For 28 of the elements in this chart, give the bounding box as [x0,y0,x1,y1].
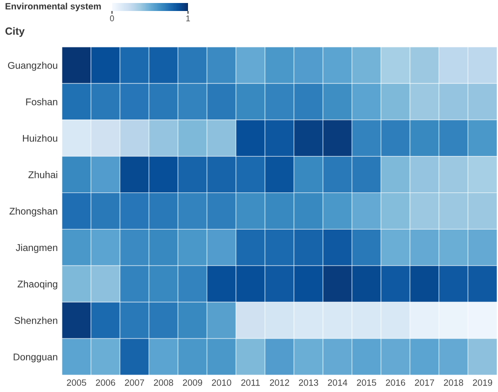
x-tick-label: 2019 [472,379,492,386]
y-tick-label: Jiangmen [16,244,58,253]
x-tick-label: 2009 [182,379,202,386]
y-tick-label: Zhuhai [28,171,58,178]
y-tick-label: Huizhou [22,134,58,142]
x-tick-label: 2011 [241,379,260,386]
x-tick-label: 2005 [66,379,86,386]
y-tick-label: Shenzhen [14,316,58,324]
color-bar-title: Environmental system [6,2,101,12]
y-tick-label: Zhaoqing [18,280,58,290]
x-tick-label: 2013 [298,379,318,386]
color-bar-label: 0 [110,15,114,22]
x-tick-label: 2007 [124,379,144,386]
x-tick-label: 2008 [154,379,174,386]
color-bar-label: 1 [186,15,190,22]
y-axis-title: City [5,27,25,37]
y-tick-label: Dongguan [14,354,58,362]
y-tick-label: Guangzhou [8,62,58,71]
x-tick-label: 2012 [270,379,290,386]
x-tick-label: 2010 [212,379,232,386]
x-tick-label: 2006 [96,379,116,386]
y-tick-label: Foshan [26,98,58,106]
y-tick-label: Zhongshan [9,207,58,217]
x-tick-label: 2014 [328,379,348,386]
x-tick-label: 2017 [414,379,434,386]
x-tick-label: 2015 [356,379,376,386]
x-tick-label: 2018 [444,379,464,386]
x-tick-label: 2016 [386,379,406,386]
